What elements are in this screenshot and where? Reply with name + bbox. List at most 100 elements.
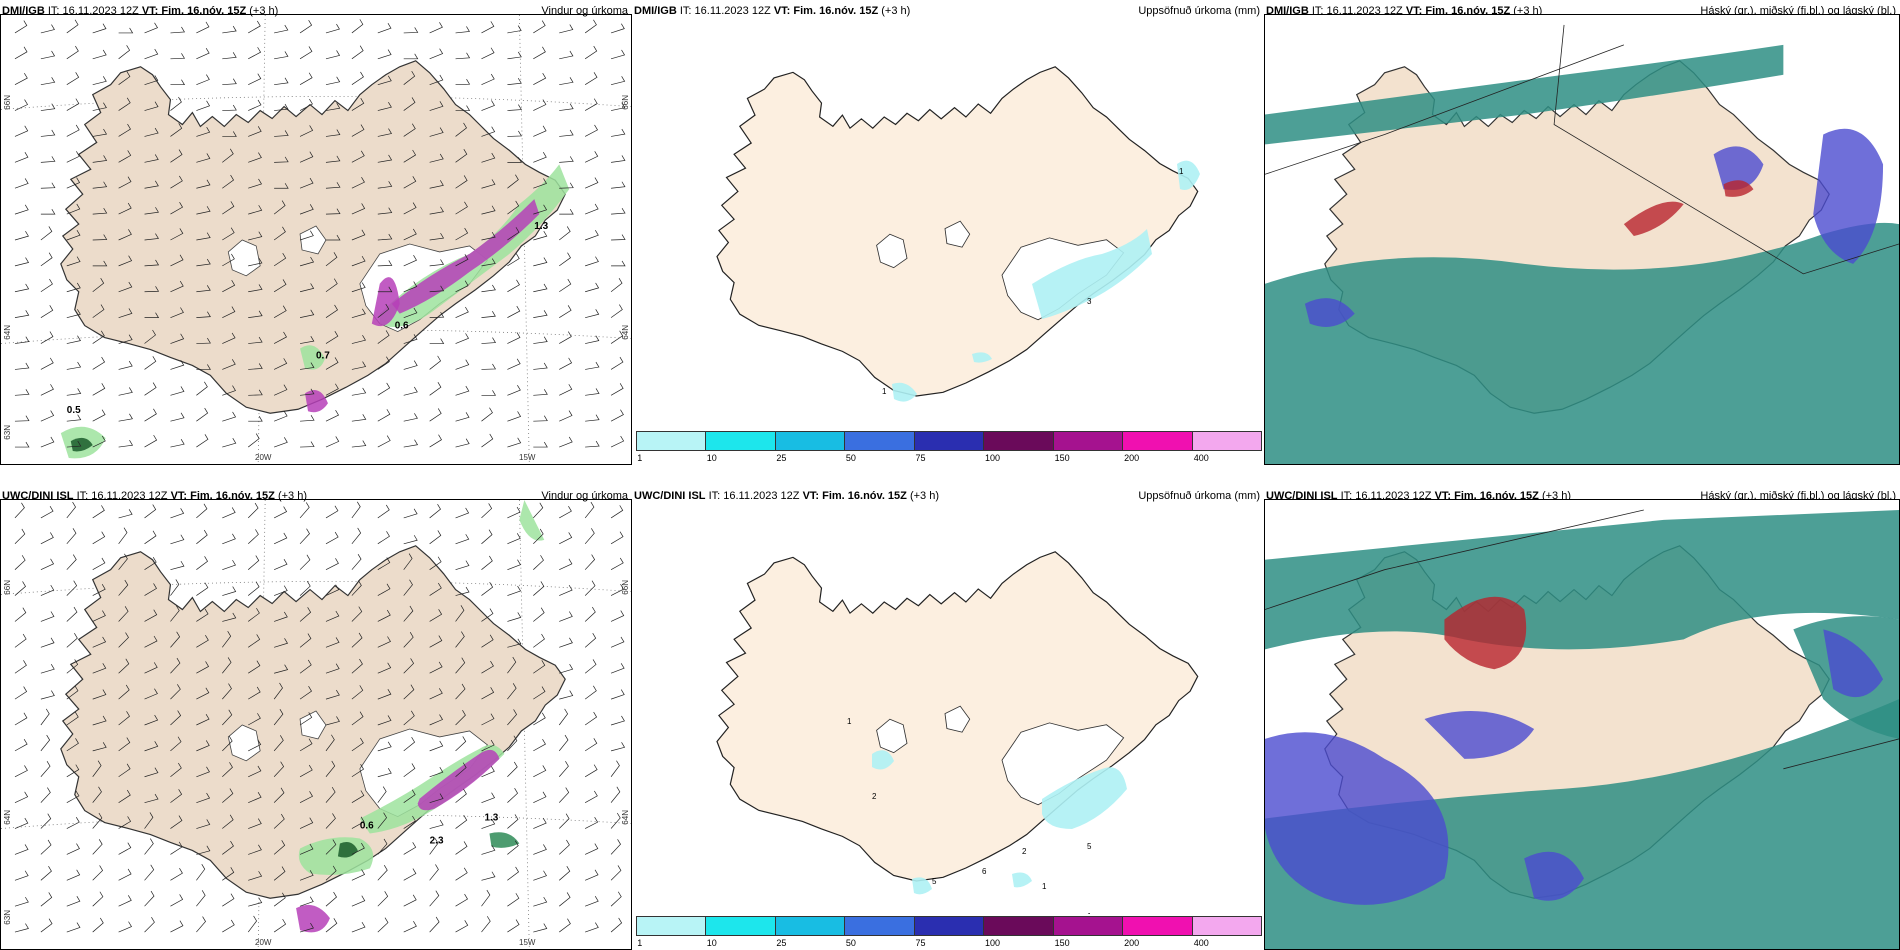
wind-barb xyxy=(196,258,211,267)
wind-barb xyxy=(481,179,496,189)
wind-barb xyxy=(611,128,626,137)
wind-barb xyxy=(118,97,131,111)
wind-barb xyxy=(455,736,467,752)
wind-barb xyxy=(222,735,233,752)
wind-barb xyxy=(611,155,626,163)
wind-barb xyxy=(584,19,597,34)
wind-barb xyxy=(351,150,365,163)
wind-barb xyxy=(248,336,263,344)
colorbar-cell xyxy=(637,432,707,450)
wind-barb xyxy=(481,634,494,648)
wind-barb xyxy=(299,204,314,215)
wind-barb xyxy=(196,792,211,803)
wind-barb xyxy=(429,661,443,674)
wind-barb xyxy=(170,762,182,778)
wind-barb xyxy=(118,816,132,829)
wind-barb xyxy=(403,53,419,60)
wind-map: 0.6 0.7 0.5 1.3 xyxy=(1,15,631,464)
wind-barb xyxy=(196,608,209,622)
wind-barb xyxy=(40,305,54,318)
wind-barb xyxy=(248,416,263,422)
wind-barb xyxy=(610,760,620,777)
wind-barb xyxy=(14,844,29,855)
panel-uwc-clouds: UWC/DINI ISL IT: 16.11.2023 12Z VT: Fim.… xyxy=(1264,485,1900,950)
wind-barb xyxy=(118,684,130,700)
wind-barb xyxy=(92,742,107,752)
wind-barb xyxy=(248,205,263,215)
wind-barb xyxy=(14,555,26,570)
wind-barb xyxy=(118,45,131,60)
wind-barb xyxy=(273,761,285,778)
valid-time: Fim. 16.nóv. 15Z xyxy=(793,5,879,17)
wind-barb xyxy=(273,279,287,293)
wind-barb xyxy=(144,48,159,60)
wind-barb xyxy=(325,689,340,700)
wind-barb xyxy=(92,409,106,422)
wind-barb xyxy=(170,280,184,293)
wind-barb xyxy=(507,761,518,778)
wind-barb xyxy=(585,309,600,318)
wind-barb xyxy=(351,790,365,803)
lat-label-66: 66N xyxy=(3,95,12,110)
wind-barb xyxy=(377,75,392,86)
wind-barb xyxy=(325,891,337,907)
wind-barb xyxy=(507,174,519,189)
wind-barb xyxy=(222,52,237,60)
wind-barb xyxy=(144,741,159,752)
wind-barb xyxy=(273,708,284,726)
wind-barb xyxy=(300,441,315,448)
wind-barb xyxy=(92,812,103,829)
wind-barb xyxy=(66,843,80,855)
precip-patch xyxy=(417,749,500,811)
precip-map: 1 3 1 xyxy=(716,66,1200,402)
wind-barb xyxy=(66,414,82,422)
wind-barb xyxy=(377,409,391,422)
wind-barb xyxy=(222,840,234,855)
wind-barb xyxy=(429,180,444,189)
wind-barb xyxy=(274,51,289,60)
wind-barb xyxy=(610,102,626,111)
wind-barb xyxy=(170,26,186,34)
wind-barb xyxy=(274,638,289,648)
wind-barb xyxy=(66,711,79,726)
wind-barb xyxy=(558,839,570,855)
wind-barb xyxy=(144,75,159,86)
wind-barb xyxy=(533,896,548,907)
wind-barb xyxy=(40,892,53,907)
wind-barb xyxy=(429,259,445,267)
wind-barb xyxy=(66,738,79,752)
wind-barb xyxy=(92,715,107,726)
wind-barb xyxy=(299,738,313,752)
wind-barb xyxy=(92,128,108,137)
panel-header: DMI/IGB IT: 16.11.2023 12Z VT: Fim. 16.n… xyxy=(632,0,1264,22)
wind-barb xyxy=(507,585,522,596)
wind-barb xyxy=(196,21,210,34)
wind-barb xyxy=(507,279,520,293)
wind-barb xyxy=(610,557,624,570)
wind-barb xyxy=(429,355,442,370)
wind-barb xyxy=(66,440,82,448)
wind-barb xyxy=(377,330,390,344)
wind-barb xyxy=(481,47,495,60)
wind-barb xyxy=(144,890,155,907)
wind-barb xyxy=(144,767,159,778)
wind-barb xyxy=(248,47,262,60)
wind-barb xyxy=(507,788,519,803)
wind-barb xyxy=(118,921,132,933)
wind-barb xyxy=(222,507,236,519)
wind-barb xyxy=(325,505,339,519)
wind-barb xyxy=(507,253,520,267)
model-name: UWC/DINI ISL xyxy=(634,490,706,502)
wind-barb xyxy=(118,737,131,752)
wind-barb xyxy=(429,767,444,778)
wind-barb xyxy=(274,103,289,111)
wind-barb xyxy=(533,555,544,570)
wind-barb xyxy=(274,130,289,137)
wind-barb xyxy=(429,635,443,648)
wind-barb xyxy=(507,709,517,726)
wind-barb xyxy=(170,359,185,370)
colorbar-cell xyxy=(1053,917,1124,935)
wind-barb xyxy=(377,891,389,907)
wind-barb xyxy=(403,658,415,674)
wind-barb xyxy=(610,23,625,34)
